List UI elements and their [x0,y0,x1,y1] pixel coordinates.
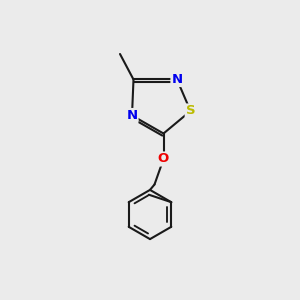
Text: O: O [158,152,169,166]
Text: N: N [171,73,183,86]
Text: S: S [186,104,195,118]
Text: N: N [126,109,138,122]
